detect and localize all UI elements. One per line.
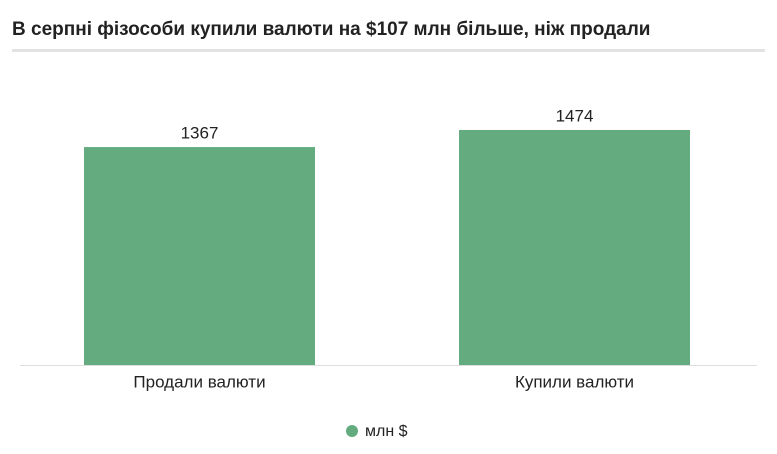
- chart-title: В серпні фізособи купили валюти на $107 …: [12, 19, 651, 40]
- title-rule: [12, 49, 765, 52]
- legend-label: млн $: [365, 423, 408, 440]
- legend-marker: [346, 425, 358, 437]
- bar: [84, 147, 315, 365]
- data-label: 1474: [556, 106, 594, 125]
- x-tick-label: Купили валюти: [515, 372, 634, 391]
- data-label: 1367: [181, 124, 219, 143]
- bar: [459, 130, 690, 365]
- x-tick-label: Продали валюти: [133, 372, 265, 391]
